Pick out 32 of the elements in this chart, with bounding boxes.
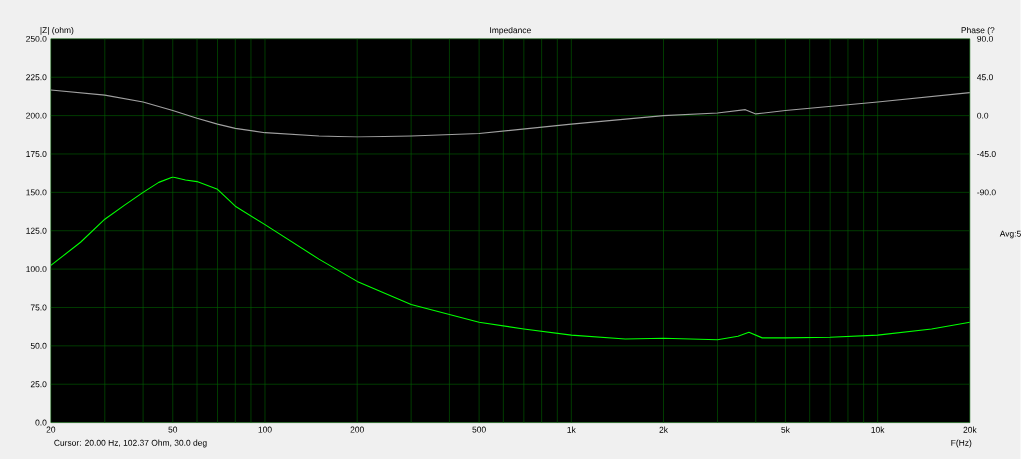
y2-tick-label: 0.0 bbox=[977, 112, 989, 119]
y2-axis-title: Phase (? bbox=[961, 26, 995, 35]
y-axis-title: |Z| (ohm) bbox=[40, 26, 74, 35]
y-tick-label: 75.0 bbox=[30, 304, 47, 311]
y-tick-label: 225.0 bbox=[26, 74, 47, 80]
y-tick-label: 25.0 bbox=[30, 381, 47, 387]
x-tick-label: 20k bbox=[963, 426, 977, 433]
chart-title: Impedance bbox=[490, 26, 531, 35]
x-tick-label: 1k bbox=[567, 426, 576, 433]
y2-tick-label: 90.0 bbox=[977, 35, 993, 42]
y-tick-label: 250.0 bbox=[26, 35, 47, 42]
y-tick-label: 200.0 bbox=[26, 112, 47, 119]
y-tick-label: 100.0 bbox=[26, 265, 47, 272]
x-tick-label: 200 bbox=[350, 426, 364, 433]
x-tick-label: 500 bbox=[472, 426, 486, 433]
y-tick-label: 0.0 bbox=[35, 419, 47, 426]
x-tick-label: 10k bbox=[871, 426, 885, 433]
text: Cursor: 20.00 Hz, 102.37 Ohm, 30.0 deg bbox=[54, 439, 207, 448]
y-tick-label: 150.0 bbox=[26, 189, 47, 196]
y-tick-label: 50.0 bbox=[30, 342, 47, 349]
y2-tick-label: -45.0 bbox=[977, 150, 996, 157]
y-tick-label: 175.0 bbox=[26, 150, 47, 157]
text: Avg:5 bbox=[999, 230, 1021, 239]
x-tick-label: 2k bbox=[659, 426, 668, 433]
x-tick-label: 50 bbox=[168, 426, 178, 433]
y2-tick-label: -90.0 bbox=[977, 189, 996, 196]
x-tick-label: 20 bbox=[46, 426, 56, 433]
y-tick-label: 125.0 bbox=[26, 227, 47, 234]
x-tick-label: 100 bbox=[258, 426, 272, 433]
y2-tick-label: 45.0 bbox=[977, 74, 993, 80]
x-axis-title: F(Hz) bbox=[951, 439, 972, 448]
x-tick-label: 5k bbox=[781, 426, 790, 433]
